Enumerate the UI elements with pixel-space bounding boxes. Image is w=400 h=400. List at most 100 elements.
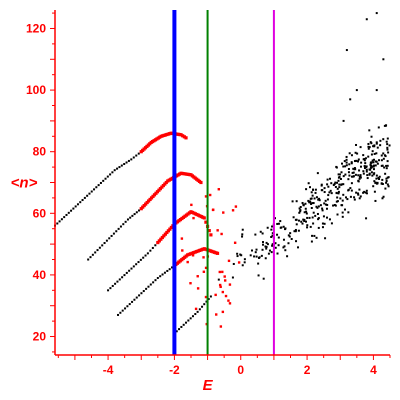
- scatter-point: [359, 146, 362, 149]
- scatter-point: [314, 188, 317, 191]
- scatter-point: [369, 166, 372, 169]
- scatter-point: [314, 191, 317, 194]
- scatter-point: [306, 216, 309, 219]
- scatter-outlier-point: [365, 18, 368, 21]
- scatter-point: [217, 278, 220, 281]
- scatter-point: [295, 200, 298, 203]
- red-scatter-point: [218, 270, 221, 274]
- curve-2-lower-point: [125, 271, 128, 274]
- scatter-point: [300, 220, 303, 223]
- scatter-point: [383, 166, 386, 169]
- curve-2-lower-point: [116, 280, 119, 283]
- scatter-point: [315, 205, 318, 208]
- scatter-point: [368, 146, 371, 149]
- curve-1-lower-point: [131, 214, 134, 217]
- scatter-point: [327, 185, 330, 188]
- scatter-point: [377, 176, 380, 179]
- scatter-point: [261, 243, 264, 246]
- curve-3-lower-point: [126, 305, 129, 308]
- scatter-point: [374, 181, 377, 184]
- scatter-point: [365, 170, 368, 173]
- scatter-point: [380, 182, 383, 185]
- scatter-point: [358, 175, 361, 178]
- scatter-point: [338, 176, 341, 179]
- red-scatter-point: [202, 270, 206, 273]
- scatter-point: [364, 191, 367, 194]
- red-scatter-point: [219, 325, 223, 328]
- curve-2-upper-point: [207, 229, 211, 233]
- scatter-point: [315, 196, 318, 199]
- scatter-point: [373, 190, 376, 193]
- curve-4-lower-point: [196, 310, 199, 313]
- red-scatter-point: [228, 302, 232, 305]
- scatter-point: [386, 164, 389, 167]
- scatter-point: [297, 219, 300, 222]
- scatter-point: [321, 222, 324, 225]
- curve-4-lower-point: [191, 315, 194, 318]
- scatter-point: [350, 189, 353, 192]
- x-axis-label: E: [203, 377, 214, 394]
- curve-0-upper-point: [184, 136, 188, 140]
- scatter-point: [336, 196, 339, 199]
- scatter-point: [370, 153, 373, 156]
- red-scatter-point: [227, 299, 230, 302]
- scatter-point: [310, 240, 313, 243]
- curve-1-lower-point: [133, 213, 136, 216]
- curve-2-upper-point: [156, 240, 160, 245]
- scatter-point: [360, 161, 363, 164]
- scatter-point: [368, 168, 371, 171]
- scatter-point: [302, 203, 305, 206]
- curve-0-lower-point: [88, 192, 91, 195]
- curve-0-lower-point: [67, 211, 70, 214]
- red-scatter-point: [186, 260, 189, 264]
- curve-0-lower-point: [93, 188, 96, 191]
- scatter-point: [378, 178, 381, 181]
- scatter-point: [363, 159, 366, 162]
- red-scatter-point: [215, 313, 218, 316]
- red-scatter-point: [208, 193, 212, 197]
- curve-2-lower-point: [151, 246, 154, 249]
- scatter-point: [299, 210, 302, 213]
- scatter-point: [373, 152, 376, 155]
- curve-0-lower-point: [56, 222, 59, 225]
- scatter-point: [328, 177, 331, 180]
- scatter-point: [366, 177, 369, 180]
- scatter-point: [386, 160, 389, 163]
- curve-1-lower-point: [96, 249, 99, 252]
- curve-1-lower-point: [135, 211, 138, 214]
- scatter-point: [365, 168, 368, 171]
- scatter-point: [262, 277, 265, 280]
- scatter-point: [344, 173, 347, 176]
- curve-0-lower-point: [116, 167, 119, 170]
- scatter-outlier-point: [375, 12, 378, 15]
- curve-1-lower-point: [129, 216, 132, 219]
- scatter-point: [309, 201, 312, 204]
- curve-0-lower-point: [125, 161, 128, 164]
- scatter-point: [335, 165, 338, 168]
- scatter-point: [380, 164, 383, 167]
- red-scatter-point: [216, 229, 219, 232]
- scatter-point: [304, 220, 307, 223]
- curve-2-upper-point: [157, 239, 161, 243]
- scatter-point: [271, 225, 274, 228]
- scatter-point: [308, 216, 311, 219]
- scatter-point: [379, 139, 382, 142]
- scatter-point: [372, 168, 375, 171]
- curve-3-lower-point: [159, 275, 162, 278]
- red-scatter-point: [221, 290, 225, 294]
- scatter-point: [274, 242, 277, 245]
- scatter-point: [382, 152, 385, 155]
- scatter-point: [303, 211, 306, 214]
- scatter-point: [343, 160, 346, 163]
- scatter-point: [335, 192, 338, 195]
- scatter-point: [355, 191, 358, 194]
- scatter-point: [363, 190, 366, 193]
- curve-1-upper-point: [199, 180, 203, 185]
- scatter-point: [326, 198, 329, 201]
- scatter-point: [364, 157, 367, 160]
- curve-4-lower-point: [205, 300, 208, 303]
- curve-3-lower-point: [140, 292, 143, 295]
- curve-2-lower-point: [149, 249, 152, 252]
- scatter-point: [377, 126, 380, 129]
- scatter-point: [311, 202, 314, 205]
